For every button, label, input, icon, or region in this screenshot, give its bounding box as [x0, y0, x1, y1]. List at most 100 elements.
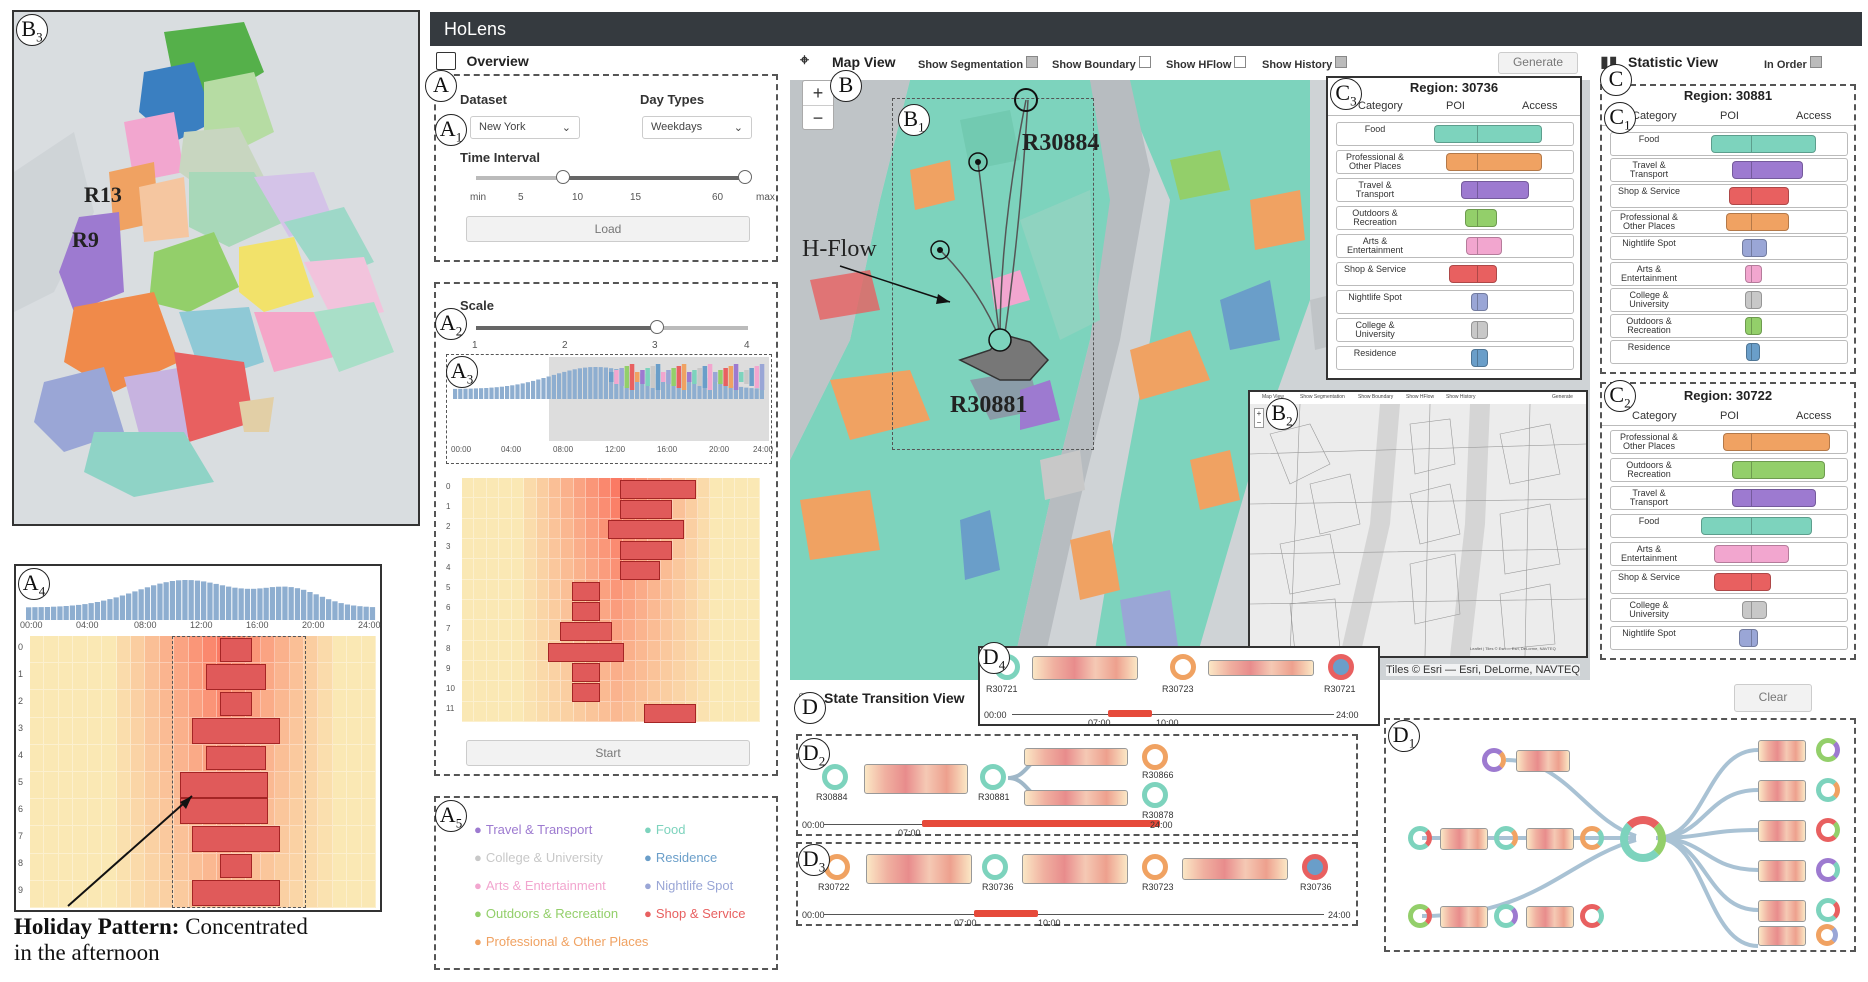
- category-row[interactable]: Travel & Transport: [1610, 486, 1848, 510]
- category-row[interactable]: Food: [1610, 132, 1848, 156]
- region-ring: [1816, 898, 1840, 922]
- heat-cell: [462, 518, 475, 539]
- category-row[interactable]: Residence: [1610, 340, 1848, 364]
- heat-cell: [347, 853, 362, 881]
- access-bar: [1751, 135, 1816, 153]
- heat-cell: [58, 744, 74, 772]
- heat-cell: [303, 826, 319, 854]
- category-row[interactable]: Nightlife Spot: [1610, 236, 1848, 260]
- checkbox-icon[interactable]: [1234, 56, 1247, 68]
- state-sequence-d3[interactable]: R30722 R30736 R30723 R30736 00:00 07:00 …: [796, 842, 1358, 928]
- header-access: Access: [1796, 410, 1832, 422]
- heat-cell: [347, 663, 362, 691]
- zoom-in-button[interactable]: +: [803, 81, 833, 106]
- category-row[interactable]: Arts & Entertainment: [1610, 542, 1848, 566]
- map-canvas[interactable]: + − R30884 R30881 H-Flow Tiles © Esri — …: [790, 80, 1590, 680]
- heat-cell: [58, 799, 74, 827]
- category-row[interactable]: Travel & Transport: [1610, 158, 1848, 182]
- badge-c1: C1: [1604, 102, 1636, 134]
- badge-d: D: [794, 692, 826, 724]
- heat-cell: [561, 539, 574, 560]
- histogram-bar: [739, 386, 744, 399]
- boundary-minimap[interactable]: Map View Show Segmentation Show Boundary…: [1248, 390, 1588, 658]
- heat-cell: [87, 663, 103, 691]
- heat-cell: [87, 717, 103, 745]
- category-label: Professional & Other Places: [1619, 432, 1679, 451]
- category-row[interactable]: Outdoors & Recreation: [1610, 314, 1848, 338]
- category-row[interactable]: Professional & Other Places: [1610, 210, 1848, 234]
- region-card-headers: Category POI Access: [1602, 106, 1854, 126]
- checkbox-checked-icon[interactable]: [1335, 56, 1348, 68]
- pattern-bar: [572, 663, 600, 682]
- hflow-overlay: [839, 88, 1050, 381]
- heat-cell: [102, 717, 117, 745]
- dataset-select[interactable]: New York ⌄: [470, 116, 580, 139]
- histogram-bar: [479, 388, 484, 399]
- poi-bar: [1701, 517, 1753, 535]
- tick: 24:00: [1150, 820, 1173, 830]
- region-label: R30723: [1162, 684, 1194, 694]
- histogram-bar: [69, 605, 76, 620]
- heat-cell: [486, 620, 500, 641]
- category-row[interactable]: Outdoors & Recreation: [1610, 458, 1848, 482]
- show-hflow-toggle[interactable]: Show HFlow: [1166, 56, 1247, 71]
- slider-handle-max[interactable]: [738, 170, 752, 184]
- clear-button[interactable]: Clear: [1734, 684, 1812, 712]
- category-row[interactable]: Residence: [1336, 346, 1574, 370]
- category-row[interactable]: College & University: [1610, 288, 1848, 312]
- show-segmentation-toggle[interactable]: Show Segmentation: [918, 56, 1039, 71]
- heat-cell: [73, 717, 88, 745]
- category-row[interactable]: College & University: [1610, 598, 1848, 622]
- state-transition-graph-d1[interactable]: [1384, 718, 1856, 952]
- category-row[interactable]: Outdoors & Recreation: [1336, 206, 1574, 230]
- minimap-zoom[interactable]: + −: [1254, 408, 1264, 428]
- heat-cell: [303, 853, 319, 881]
- heat-cell: [735, 518, 748, 539]
- overview-section-a1: Dataset New York ⌄ Day Types Weekdays ⌄ Ti…: [434, 74, 778, 262]
- region-ring: [1580, 826, 1604, 850]
- slider-handle-min[interactable]: [556, 170, 570, 184]
- category-row[interactable]: Food: [1610, 514, 1848, 538]
- checkbox-checked-icon[interactable]: [1809, 56, 1822, 68]
- category-row[interactable]: Nightlife Spot: [1610, 626, 1848, 650]
- show-boundary-toggle[interactable]: Show Boundary: [1052, 56, 1151, 71]
- scale-slider[interactable]: [476, 320, 748, 334]
- checkbox-icon[interactable]: [1138, 56, 1151, 68]
- category-row[interactable]: Arts & Entertainment: [1336, 234, 1574, 258]
- badge-a2: A2: [435, 308, 467, 340]
- slider-range: [476, 326, 660, 330]
- heat-cell: [710, 640, 723, 661]
- category-row[interactable]: Shop & Service: [1336, 262, 1574, 286]
- a4-tick: 04:00: [76, 620, 99, 630]
- zoom-out-button[interactable]: −: [812, 108, 824, 128]
- state-sequence-d4[interactable]: R30721 R30723 R30721 00:00 07:00 10:00 2…: [978, 646, 1380, 728]
- category-row[interactable]: Shop & Service: [1610, 570, 1848, 594]
- minimap-item: Generate: [1552, 394, 1573, 400]
- category-row[interactable]: Nightlife Spot: [1336, 290, 1574, 314]
- region-card-title: Region: 30736: [1409, 80, 1499, 95]
- load-button[interactable]: Load: [466, 216, 750, 242]
- category-row[interactable]: Travel & Transport: [1336, 178, 1574, 202]
- histogram-bar: [126, 593, 132, 620]
- state-sequence-d2[interactable]: R30884 R30881 R30866 R30878 00:00 07:00 …: [796, 734, 1358, 838]
- daytypes-select[interactable]: Weekdays ⌄: [642, 116, 752, 139]
- heat-cell: [474, 661, 487, 682]
- category-row[interactable]: Shop & Service: [1610, 184, 1848, 208]
- category-row[interactable]: College & University: [1336, 318, 1574, 342]
- start-button[interactable]: Start: [466, 740, 750, 766]
- show-history-toggle[interactable]: Show History: [1262, 56, 1348, 71]
- nyc-region-map[interactable]: R13 R9: [12, 10, 420, 526]
- generate-button[interactable]: Generate: [1498, 52, 1578, 74]
- in-order-toggle[interactable]: In Order: [1764, 56, 1822, 71]
- category-row[interactable]: Professional & Other Places: [1610, 430, 1848, 454]
- category-row[interactable]: Arts & Entertainment: [1610, 262, 1848, 286]
- histogram-a3: 00:00 04:00 08:00 12:00 16:00 20:00 24:0…: [446, 354, 773, 464]
- poi-bar: [1729, 187, 1753, 205]
- histogram-bar: [176, 580, 182, 620]
- time-interval-slider[interactable]: [476, 170, 752, 184]
- histogram-bar: [640, 373, 645, 399]
- checkbox-checked-icon[interactable]: [1026, 56, 1039, 68]
- scale-handle[interactable]: [650, 320, 664, 334]
- category-row[interactable]: Professional & Other Places: [1336, 150, 1574, 174]
- category-row[interactable]: Food: [1336, 122, 1574, 146]
